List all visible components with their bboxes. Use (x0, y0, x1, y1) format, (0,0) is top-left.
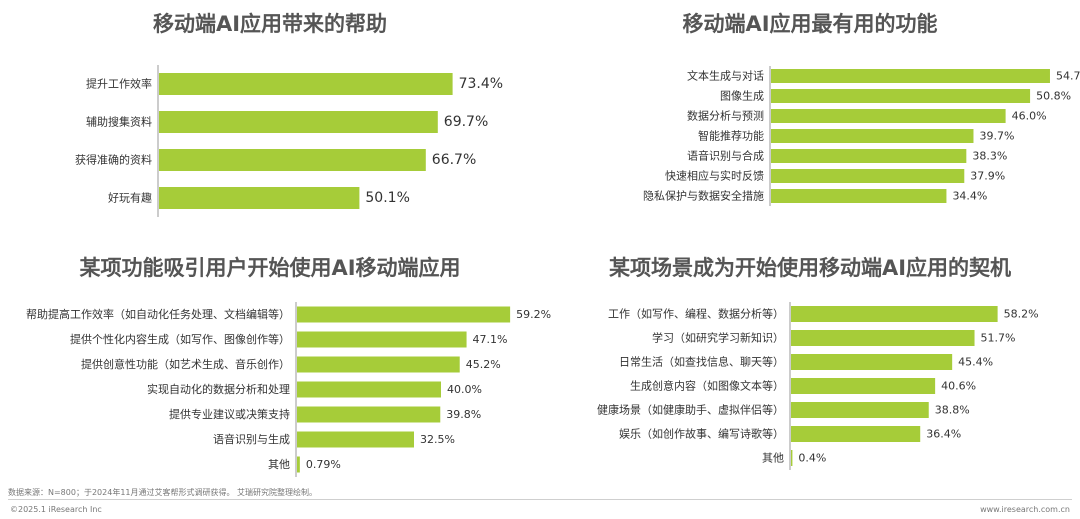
bar (791, 354, 953, 370)
category-label: 提供专业建议或决策支持 (169, 407, 290, 421)
value-label: 46.0% (1012, 110, 1047, 123)
value-label: 54.7% (1056, 70, 1080, 83)
value-label: 37.9% (970, 170, 1005, 183)
category-label: 其他 (762, 452, 784, 465)
chart-panel-help: 移动端AI应用带来的帮助 提升工作效率 73.4% 辅助搜集资料 69.7% 获得准确的… (0, 0, 540, 230)
footer-divider (8, 499, 1072, 500)
value-label: 45.2% (466, 358, 501, 371)
bar (297, 331, 467, 348)
chart-panel-attract: 某项功能吸引用户开始使用AI移动端应用 帮助提高工作效率（如自动化任务处理、文档… (0, 240, 551, 485)
category-label: 辅助搜集资料 (86, 115, 152, 129)
value-label: 58.2% (1004, 308, 1039, 321)
category-label: 其他 (268, 458, 290, 471)
category-label: 提升工作效率 (86, 77, 152, 91)
value-label: 59.2% (516, 308, 551, 321)
value-label: 51.7% (981, 332, 1016, 345)
data-source-note: 数据来源：N=800；于2024年11月通过艾客帮形式调研获得。 艾瑞研究院整理… (8, 488, 318, 497)
bar (791, 402, 929, 418)
bar (771, 89, 1031, 103)
category-label: 日常生活（如查找信息、聊天等） (619, 355, 784, 369)
category-label: 好玩有趣 (108, 191, 152, 205)
value-label: 34.4% (952, 190, 987, 203)
chart-title: 移动端AI应用带来的帮助 (152, 12, 388, 36)
value-label: 39.7% (979, 130, 1014, 143)
category-label: 数据分析与预测 (687, 109, 764, 123)
bar (791, 330, 975, 346)
chart-title: 移动端AI应用最有用的功能 (682, 12, 938, 36)
value-label: 73.4% (459, 76, 503, 92)
category-label: 实现自动化的数据分析和处理 (147, 382, 290, 396)
bar-chart-features: 文本生成与对话 54.7% 图像生成 50.8% 数据分析与预测 46.0% 智能推荐功能 3… (643, 66, 1080, 206)
bar (771, 149, 967, 163)
bar (297, 381, 441, 398)
bar (791, 378, 936, 394)
category-label: 娱乐（如创作故事、编写诗歌等） (619, 427, 784, 441)
bar-chart-help: 提升工作效率 73.4% 辅助搜集资料 69.7% 获得准确的资料 66.7% 好玩有趣 50… (75, 65, 503, 217)
value-label: 36.4% (926, 428, 961, 441)
value-label: 38.8% (935, 404, 970, 417)
value-label: 0.4% (798, 452, 826, 465)
value-label: 47.1% (473, 333, 508, 346)
value-label: 40.0% (447, 383, 482, 396)
category-label: 提供创意性功能（如艺术生成、音乐创作） (81, 357, 290, 371)
category-label: 智能推荐功能 (698, 129, 764, 143)
copyright: ©2025.1 iResearch Inc (10, 505, 102, 514)
bar (771, 69, 1050, 83)
bar (771, 169, 965, 183)
bar (297, 356, 460, 373)
bar (159, 111, 438, 133)
category-label: 获得准确的资料 (75, 153, 152, 167)
bar-chart-attract: 帮助提高工作效率（如自动化任务处理、文档编辑等） 59.2% 提供个性化内容生成（如… (26, 302, 551, 477)
bar (791, 306, 998, 322)
bar (297, 456, 300, 473)
category-label: 提供个性化内容生成（如写作、图像创作等） (70, 332, 290, 346)
bar-chart-trigger: 工作（如写作、编程、数据分析等） 58.2% 学习（如研究学习新知识） 51.7% 日常… (597, 302, 1039, 470)
value-label: 69.7% (444, 114, 488, 130)
category-label: 语音识别与合成 (687, 149, 764, 163)
category-label: 快速相应与实时反馈 (665, 169, 764, 183)
value-label: 32.5% (420, 433, 455, 446)
bar (791, 426, 921, 442)
bar (771, 189, 947, 203)
bar (297, 406, 441, 423)
bar (297, 306, 511, 323)
category-label: 隐私保护与数据安全措施 (643, 189, 764, 203)
chart-panel-trigger: 某项场景成为开始使用移动端AI应用的契机 工作（如写作、编程、数据分析等） 58.… (540, 240, 1080, 485)
value-label: 40.6% (941, 380, 976, 393)
bar (297, 431, 414, 448)
website-link[interactable]: www.iresearch.com.cn (980, 505, 1070, 514)
bar (159, 187, 360, 209)
category-label: 健康场景（如健康助手、虚拟伴侣等） (597, 403, 784, 417)
category-label: 帮助提高工作效率（如自动化任务处理、文档编辑等） (26, 307, 290, 321)
category-label: 文本生成与对话 (687, 69, 764, 83)
category-label: 学习（如研究学习新知识） (652, 331, 784, 345)
value-label: 50.1% (365, 190, 409, 206)
bar (159, 149, 426, 171)
bar (791, 450, 793, 466)
value-label: 38.3% (972, 150, 1007, 163)
category-label: 工作（如写作、编程、数据分析等） (608, 307, 784, 321)
value-label: 39.8% (446, 408, 481, 421)
chart-title: 某项功能吸引用户开始使用AI移动端应用 (79, 256, 461, 280)
bar (771, 129, 974, 143)
category-label: 语音识别与生成 (213, 432, 290, 446)
value-label: 0.79% (306, 458, 341, 471)
category-label: 生成创意内容（如图像文本等） (630, 379, 784, 393)
bar (771, 109, 1006, 123)
value-label: 45.4% (958, 356, 993, 369)
bar (159, 73, 453, 95)
category-label: 图像生成 (720, 89, 764, 103)
chart-panel-features: 移动端AI应用最有用的功能 文本生成与对话 54.7% 图像生成 50.8% 数据分析与… (540, 0, 1080, 230)
value-label: 66.7% (432, 152, 476, 168)
value-label: 50.8% (1036, 90, 1071, 103)
chart-title: 某项场景成为开始使用移动端AI应用的契机 (608, 256, 1012, 280)
